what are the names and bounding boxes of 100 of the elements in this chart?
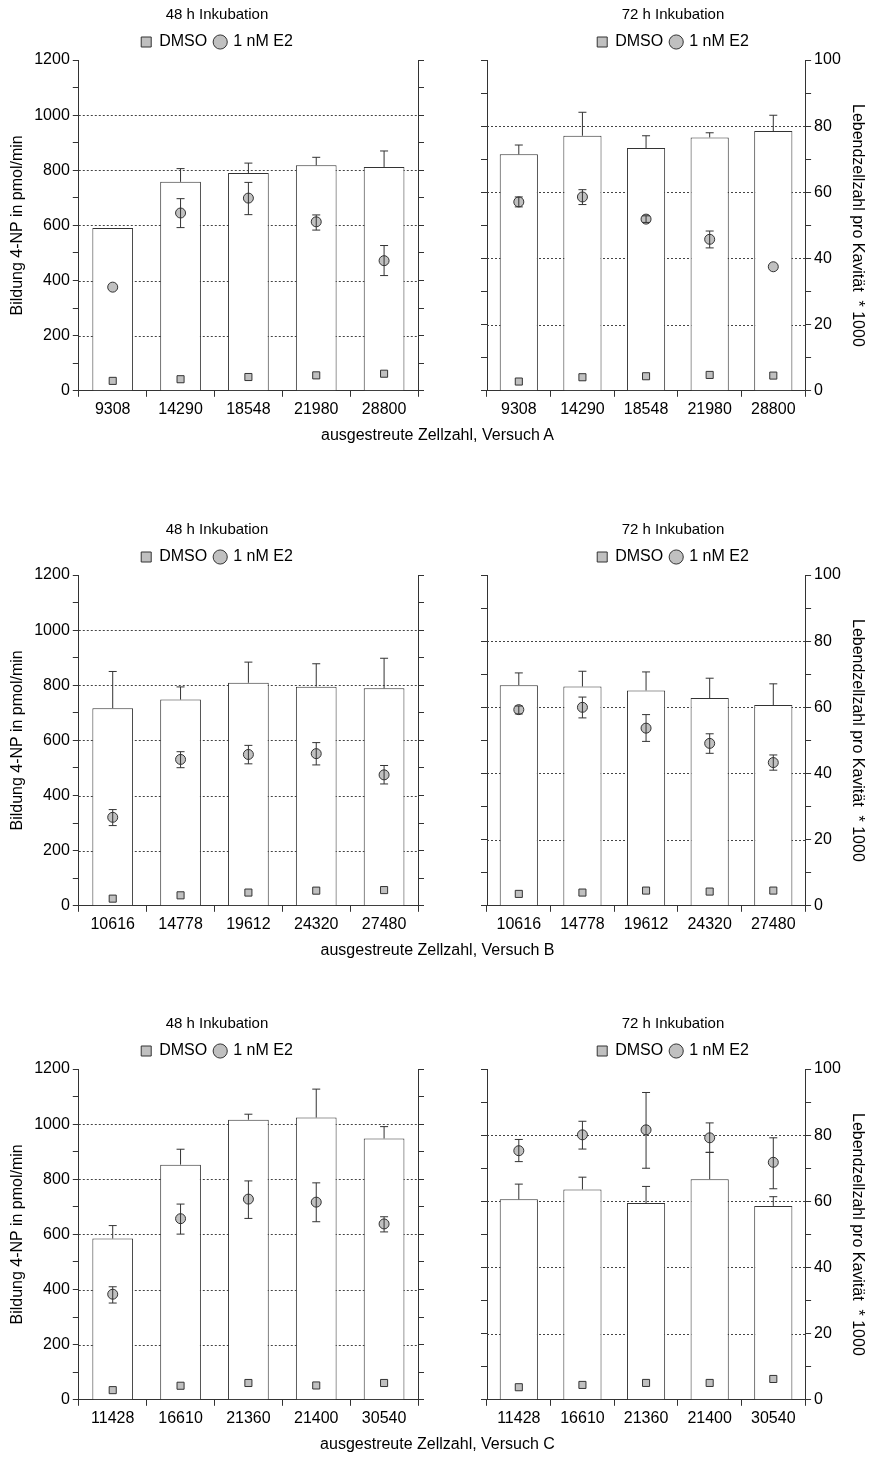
chart-title: 72 h Inkubation	[621, 1014, 725, 1032]
y-tick-label: 600	[43, 215, 70, 233]
point	[312, 371, 321, 380]
chart-title: 72 h Inkubation	[621, 5, 725, 23]
x-tick-label: 10616	[90, 914, 136, 932]
point	[642, 886, 651, 895]
y2-tick-label: 100	[814, 50, 841, 68]
point	[769, 1374, 778, 1383]
point	[244, 888, 253, 897]
y-tick-label: 1200	[34, 50, 70, 68]
legend-label: DMSO	[615, 547, 664, 565]
x-tick-label: 18548	[623, 399, 669, 417]
legend-label: 1 nM E2	[689, 547, 749, 565]
y2-tick-label: 60	[814, 182, 832, 200]
point	[705, 887, 714, 896]
point	[108, 1386, 117, 1395]
legend-label: DMSO	[159, 547, 208, 565]
legend-label: DMSO	[615, 32, 664, 50]
x-tick-label: 14290	[158, 399, 203, 417]
y-tick-label: 800	[43, 160, 70, 178]
point	[176, 891, 185, 900]
x-tick-label: 18548	[226, 399, 271, 417]
y-tick-label: 600	[43, 730, 70, 748]
x-tick-label: 21400	[687, 1408, 733, 1426]
y2-tick-label: 60	[814, 697, 832, 715]
point	[514, 889, 523, 898]
x-tick-label: 27480	[361, 914, 407, 932]
x-tick-label: 24320	[687, 914, 733, 932]
y-tick-label: 400	[43, 1279, 70, 1297]
y-tick-label: 800	[43, 675, 70, 693]
x-tick-label: 24320	[293, 914, 339, 932]
y2-tick-label: 20	[814, 830, 832, 848]
x-tick-label: 16610	[158, 1408, 203, 1426]
point	[578, 1380, 587, 1389]
y-tick-label: 0	[60, 896, 70, 914]
chart-title: 48 h Inkubation	[165, 520, 269, 538]
y-tick-label: 0	[60, 1390, 70, 1408]
point	[642, 1378, 651, 1387]
y-tick-label: 1000	[34, 105, 70, 123]
x-tick-label: 11428	[497, 1408, 541, 1426]
point	[176, 1381, 185, 1390]
x-tick-label: 19612	[623, 914, 669, 932]
y2-tick-label: 60	[814, 1191, 832, 1209]
y2-axis-title: Lebendzellzahl pro Kavität * 1000	[849, 1112, 867, 1356]
y-axis-title: Bildung 4-NP in pmol/min	[8, 650, 26, 831]
x-tick-label: 21980	[687, 399, 733, 417]
y2-tick-label: 80	[814, 116, 832, 134]
y-tick-label: 200	[43, 326, 70, 344]
point	[312, 886, 321, 895]
x-axis-title: ausgestreute Zellzahl, Versuch C	[319, 1435, 556, 1453]
chart-title: 72 h Inkubation	[621, 520, 725, 538]
y-tick-label: 200	[43, 841, 70, 859]
point	[578, 888, 587, 897]
x-tick-label: 21980	[293, 399, 339, 417]
y-tick-label: 0	[60, 381, 70, 399]
y2-tick-label: 40	[814, 248, 832, 266]
point	[380, 886, 389, 895]
y-axis-title: Bildung 4-NP in pmol/min	[8, 135, 26, 316]
x-tick-label: 10616	[496, 914, 542, 932]
point	[705, 370, 714, 379]
y-tick-label: 400	[43, 785, 70, 803]
legend-label: 1 nM E2	[233, 1041, 293, 1059]
x-tick-label: 14778	[560, 914, 605, 932]
legend-label: 1 nM E2	[233, 32, 293, 50]
x-tick-label: 11428	[91, 1408, 135, 1426]
x-tick-label: 16610	[560, 1408, 605, 1426]
point	[176, 375, 185, 384]
point	[769, 886, 778, 895]
y2-axis-title: Lebendzellzahl pro Kavität * 1000	[849, 618, 867, 862]
y2-tick-label: 100	[814, 565, 841, 583]
point	[107, 281, 119, 293]
legend-label: DMSO	[159, 1041, 208, 1059]
legend-label: 1 nM E2	[689, 32, 749, 50]
y2-tick-label: 40	[814, 763, 832, 781]
y-tick-label: 400	[43, 270, 70, 288]
chart-title: 48 h Inkubation	[165, 1014, 269, 1032]
y2-axis-title: Lebendzellzahl pro Kavität * 1000	[849, 103, 867, 347]
y-tick-label: 1000	[34, 1114, 70, 1132]
y-tick-label: 800	[43, 1169, 70, 1187]
y2-tick-label: 80	[814, 631, 832, 649]
point	[514, 1383, 523, 1392]
point	[642, 372, 651, 381]
x-tick-label: 21400	[293, 1408, 339, 1426]
x-tick-label: 28800	[361, 399, 407, 417]
legend-label: 1 nM E2	[233, 547, 293, 565]
point	[380, 369, 389, 378]
y2-tick-label: 0	[814, 896, 824, 914]
point	[108, 376, 117, 385]
x-tick-label: 28800	[751, 399, 796, 417]
x-tick-label: 21360	[226, 1408, 271, 1426]
y2-tick-label: 0	[814, 1390, 824, 1408]
y-tick-label: 1200	[34, 565, 70, 583]
point	[108, 894, 117, 903]
point	[767, 261, 779, 273]
point	[244, 1378, 253, 1388]
y2-tick-label: 80	[814, 1125, 832, 1143]
y-tick-label: 1200	[34, 1059, 70, 1077]
point	[380, 1378, 389, 1388]
legend-label: DMSO	[615, 1041, 664, 1059]
y-tick-label: 600	[43, 1224, 70, 1242]
